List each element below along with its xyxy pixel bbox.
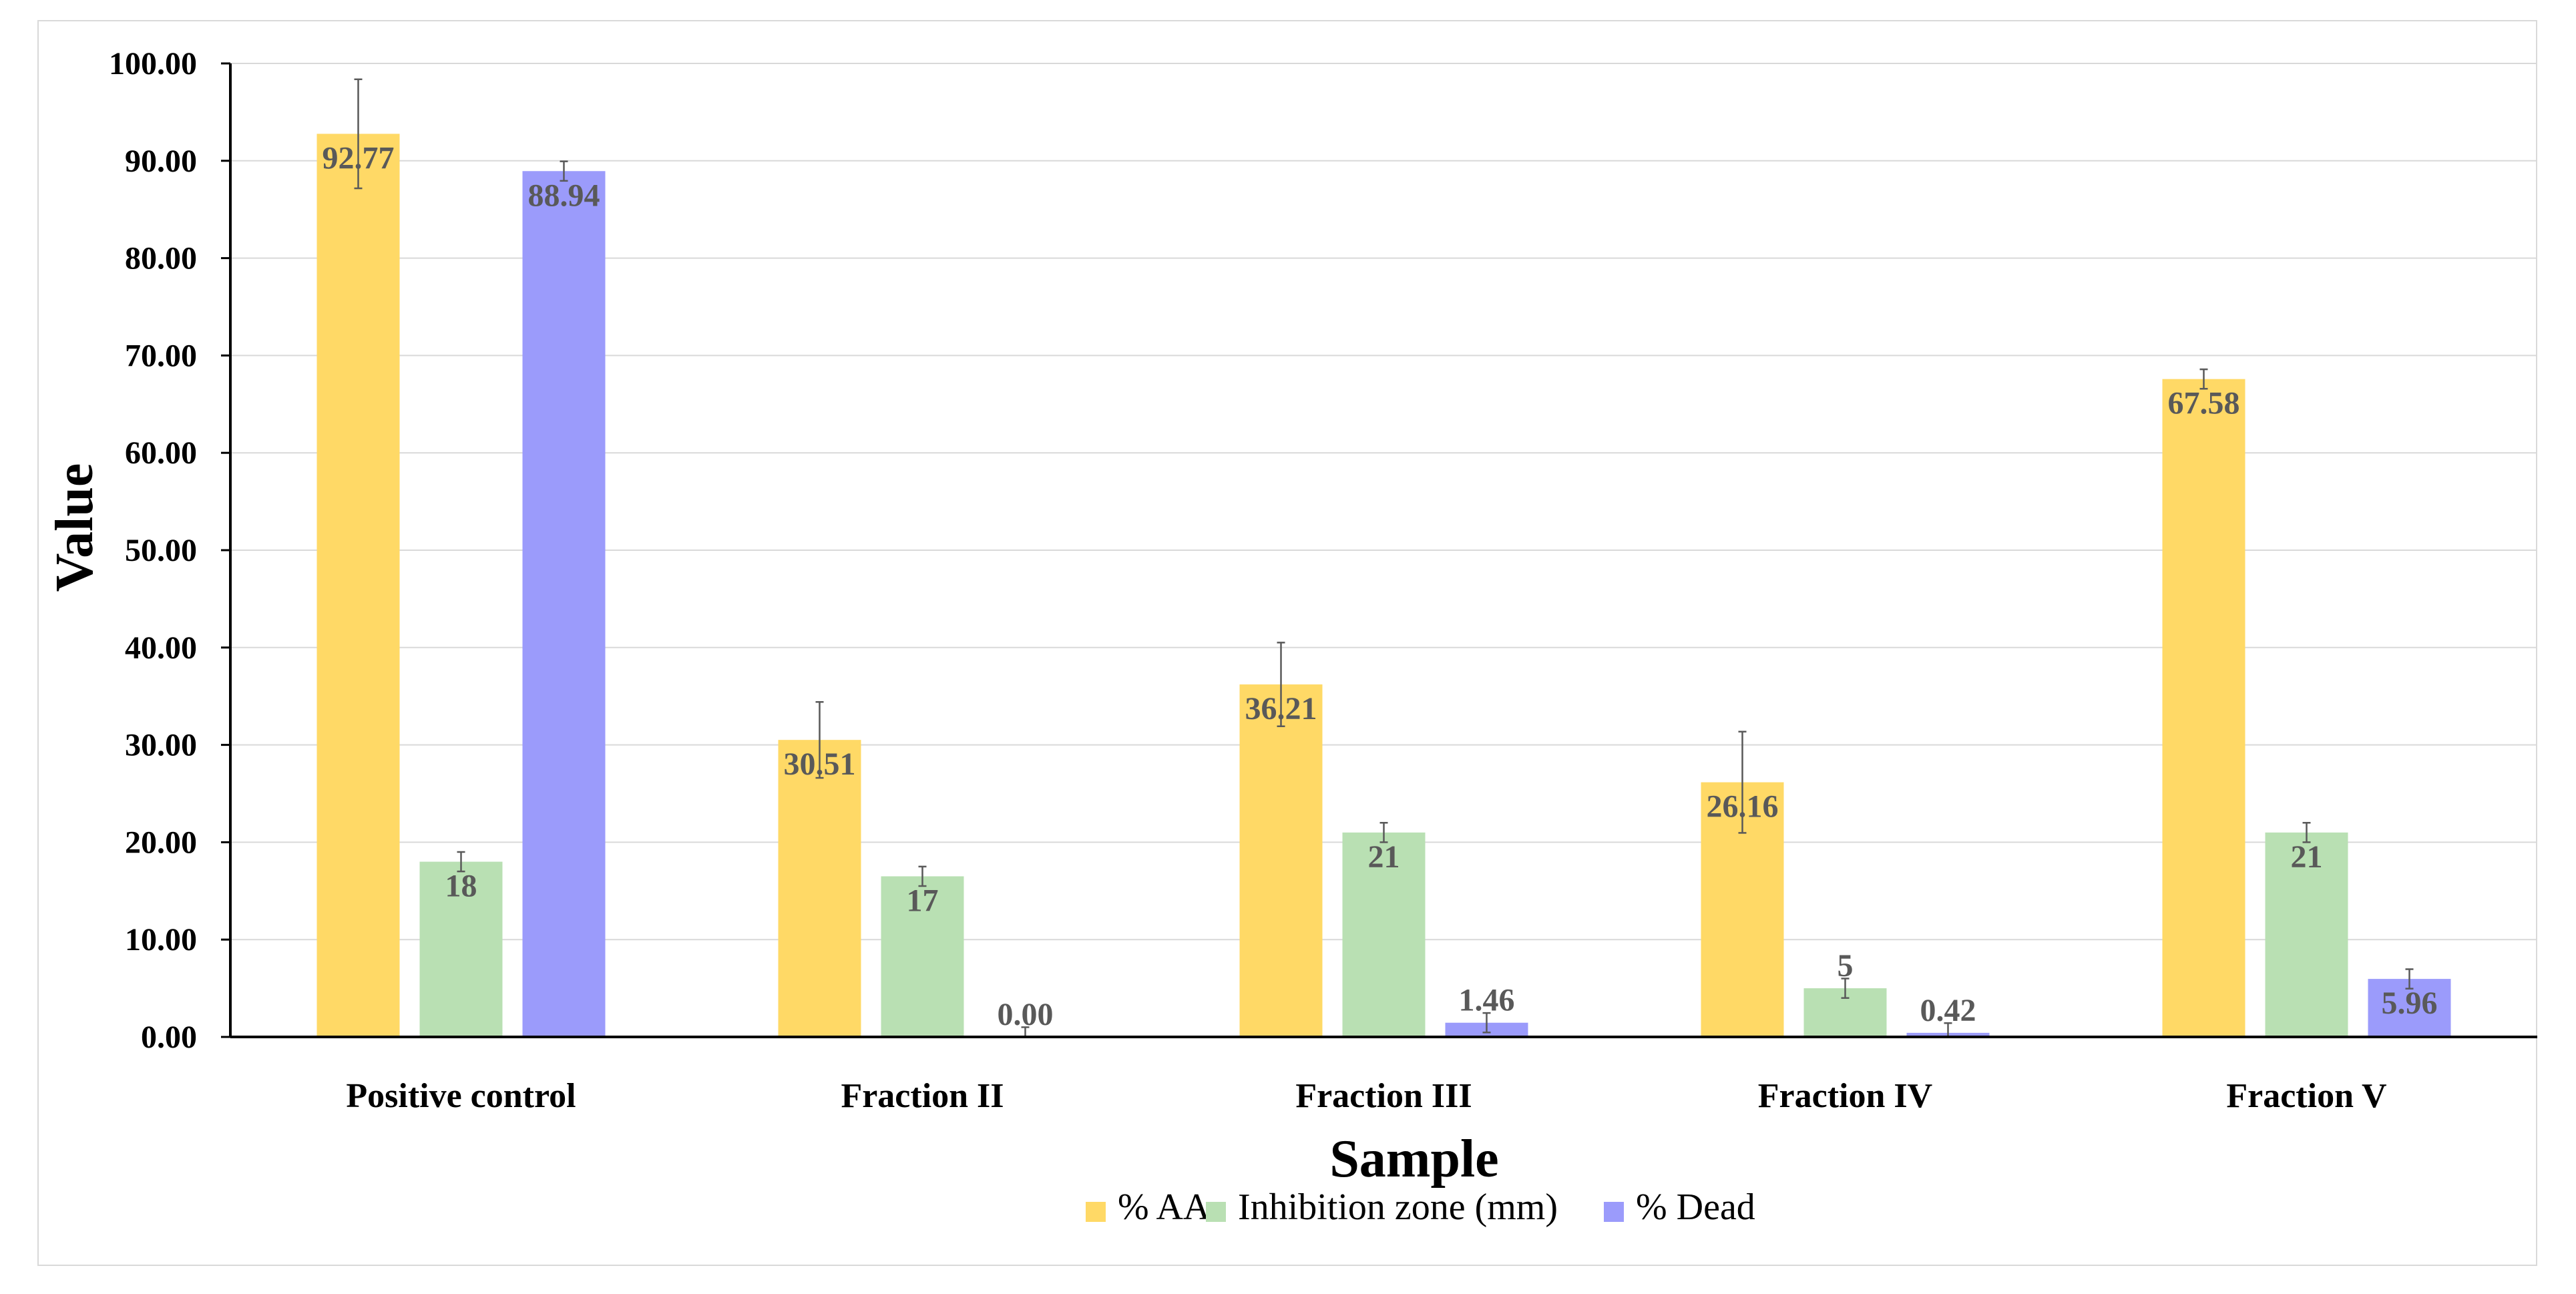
x-category-label: Fraction V — [2226, 1077, 2386, 1115]
bar — [522, 171, 606, 1038]
data-label: 36.21 — [1245, 691, 1317, 726]
legend-label: Inhibition zone (mm) — [1238, 1187, 1558, 1228]
bars — [316, 134, 2451, 1038]
legend-label: % AA — [1118, 1187, 1211, 1228]
x-category-label: Positive control — [346, 1077, 576, 1115]
x-category-label: Fraction IV — [1758, 1077, 1932, 1115]
y-tick-label: 0.00 — [141, 1020, 197, 1055]
data-label: 21 — [1368, 839, 1400, 875]
x-category-label: Fraction II — [841, 1077, 1004, 1115]
y-tick-label: 10.00 — [125, 922, 197, 957]
chart-frame — [37, 20, 2537, 1266]
y-tick-label: 90.00 — [125, 144, 197, 179]
y-tick-label: 40.00 — [125, 630, 197, 666]
bar — [778, 740, 861, 1037]
bar — [316, 134, 400, 1037]
data-label: 5 — [1838, 948, 1854, 984]
data-label: 67.58 — [2168, 386, 2240, 421]
y-axis-title: Value — [45, 463, 104, 592]
bar — [2265, 832, 2348, 1037]
data-label: 5.96 — [2382, 986, 2438, 1021]
bar — [419, 861, 503, 1037]
legend: % AA Inhibition zone (mm) % Dead — [1086, 1187, 1755, 1228]
bar — [1342, 832, 1426, 1037]
x-category-label: Fraction III — [1295, 1077, 1472, 1115]
legend-swatch — [1206, 1202, 1226, 1222]
data-label: 26.16 — [1707, 789, 1779, 825]
data-label: 30.51 — [784, 746, 856, 782]
y-tick-label: 70.00 — [125, 338, 197, 373]
gridlines — [230, 63, 2537, 941]
data-labels: 92.77 18 88.94 30.51 17 0.00 36.21 21 1.46 26.16 5… — [323, 140, 2438, 1032]
y-tick-label: 20.00 — [125, 825, 197, 860]
data-label: 17 — [907, 883, 939, 918]
data-label: 0.00 — [998, 997, 1054, 1032]
y-tick-label: 30.00 — [125, 728, 197, 763]
data-label: 88.94 — [528, 178, 600, 213]
y-tick-label: 60.00 — [125, 435, 197, 471]
legend-swatch — [1604, 1202, 1624, 1222]
legend-label: % Dead — [1636, 1187, 1755, 1228]
data-label: 1.46 — [1459, 983, 1515, 1018]
error-bars — [354, 78, 2414, 1038]
bar — [881, 876, 964, 1037]
y-tick-labels: 0.00 10.00 20.00 30.00 40.00 50.00 60.00 70.00 8… — [109, 46, 197, 1055]
data-label: 92.77 — [323, 140, 395, 176]
bar — [2162, 379, 2245, 1037]
y-tick-label: 100.00 — [109, 46, 197, 81]
y-tick-label: 50.00 — [125, 533, 197, 568]
legend-swatch — [1086, 1202, 1106, 1222]
bar — [1239, 684, 1323, 1037]
y-tick-label: 80.00 — [125, 241, 197, 276]
data-label: 18 — [445, 869, 477, 904]
x-category-labels: Positive control Fraction II Fraction III F… — [346, 1077, 2386, 1115]
axes — [221, 62, 2537, 1038]
x-axis-title: Sample — [1329, 1130, 1498, 1189]
data-label: 21 — [2291, 839, 2323, 875]
data-label: 0.42 — [1920, 993, 1976, 1028]
